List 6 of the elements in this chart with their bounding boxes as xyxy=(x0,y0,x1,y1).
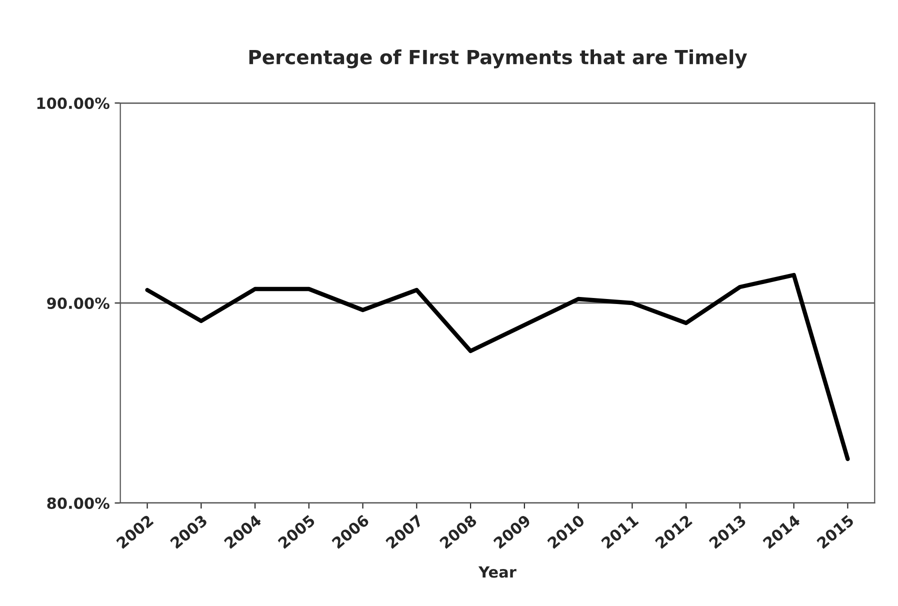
line-series xyxy=(145,272,850,462)
x-axis-title: Year xyxy=(478,566,516,578)
y-tick-label: 80.00% xyxy=(47,497,110,509)
y-tick-label: 100.00% xyxy=(37,97,110,110)
chart-title: Percentage of FIrst Payments that are Timely xyxy=(249,49,748,68)
y-tick-label: 90.00% xyxy=(47,297,110,310)
